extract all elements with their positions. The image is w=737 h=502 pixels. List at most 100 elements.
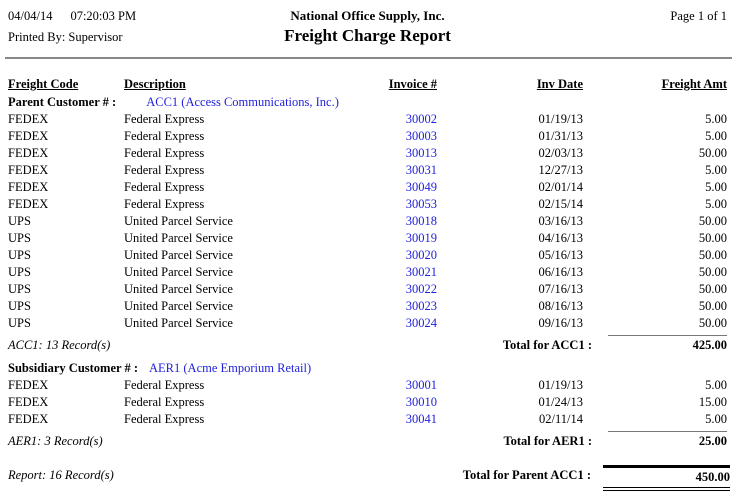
aer1-total-row: AER1: 3 Record(s) Total for AER1 : 25.00 [0, 431, 737, 449]
invoice-link[interactable]: 30031 [405, 163, 437, 177]
table-row: FEDEX Federal Express 30053 02/15/14 5.0… [0, 196, 737, 213]
report-total-label: Total for Parent ACC1 : [462, 468, 591, 482]
aer1-record-count: AER1: 3 Record(s) [8, 434, 103, 448]
parent-customer-label: Parent Customer # : [8, 95, 117, 109]
freight-amt-cell: 50.00 [698, 316, 727, 330]
subsidiary-customer-link[interactable]: AER1 (Acme Emporium Retail) [149, 361, 312, 375]
freight-amt-cell: 50.00 [698, 214, 727, 228]
freight-code-cell: FEDEX [8, 378, 49, 392]
freight-amt-cell: 5.00 [705, 129, 727, 143]
freight-amt-cell: 50.00 [698, 146, 727, 160]
print-time: 07:20:03 PM [70, 9, 137, 23]
parent-customer-rows: FEDEX Federal Express 30002 01/19/13 5.0… [0, 111, 737, 332]
parent-customer-link[interactable]: ACC1 (Access Communications, Inc.) [146, 95, 339, 109]
freight-amt-cell: 50.00 [698, 248, 727, 262]
report-total-row: Report: 16 Record(s) Total for Parent AC… [0, 465, 737, 491]
invoice-link[interactable]: 30021 [405, 265, 437, 279]
invoice-link[interactable]: 30023 [405, 299, 437, 313]
aer1-total-amount: 25.00 [608, 431, 727, 449]
description-cell: Federal Express [124, 112, 205, 126]
subsidiary-customer-row: Subsidiary Customer # : AER1 (Acme Empor… [0, 359, 737, 377]
freight-amt-cell: 5.00 [705, 197, 727, 211]
freight-code-cell: FEDEX [8, 129, 49, 143]
freight-code-cell: FEDEX [8, 412, 49, 426]
column-header-freight-amt: Freight Amt [661, 77, 727, 91]
table-row: UPS United Parcel Service 30020 05/16/13… [0, 247, 737, 264]
description-cell: Federal Express [124, 412, 205, 426]
acc1-total-label: Total for ACC1 : [502, 338, 592, 352]
invoice-link[interactable]: 30049 [405, 180, 437, 194]
freight-amt-cell: 5.00 [705, 378, 727, 392]
invoice-link[interactable]: 30053 [405, 197, 437, 211]
invoice-link[interactable]: 30001 [405, 378, 437, 392]
freight-code-cell: FEDEX [8, 112, 49, 126]
invoice-link[interactable]: 30002 [405, 112, 437, 126]
aer1-total-label: Total for AER1 : [503, 434, 592, 448]
invoice-link[interactable]: 30022 [405, 282, 437, 296]
inv-date-cell: 01/19/13 [538, 378, 583, 392]
freight-amt-cell: 5.00 [705, 112, 727, 126]
inv-date-cell: 01/31/13 [538, 129, 583, 143]
description-cell: United Parcel Service [124, 299, 233, 313]
description-cell: United Parcel Service [124, 214, 233, 228]
invoice-link[interactable]: 30019 [405, 231, 437, 245]
page-header-line1: 04/04/14 07:20:03 PM National Office Sup… [0, 8, 737, 26]
table-row: UPS United Parcel Service 30019 04/16/13… [0, 230, 737, 247]
freight-amt-cell: 15.00 [698, 395, 727, 409]
freight-code-cell: UPS [8, 265, 31, 279]
description-cell: Federal Express [124, 180, 205, 194]
description-cell: United Parcel Service [124, 282, 233, 296]
freight-amt-cell: 50.00 [698, 282, 727, 296]
invoice-link[interactable]: 30020 [405, 248, 437, 262]
table-row: FEDEX Federal Express 30013 02/03/13 50.… [0, 145, 737, 162]
invoice-link[interactable]: 30010 [405, 395, 437, 409]
freight-code-cell: UPS [8, 248, 31, 262]
table-row: FEDEX Federal Express 30031 12/27/13 5.0… [0, 162, 737, 179]
acc1-total-row: ACC1: 13 Record(s) Total for ACC1 : 425.… [0, 335, 737, 353]
freight-code-cell: UPS [8, 282, 31, 296]
printed-by: Printed By: Supervisor [8, 30, 123, 44]
freight-amt-cell: 50.00 [698, 231, 727, 245]
invoice-link[interactable]: 30013 [405, 146, 437, 160]
report-title: Freight Charge Report [284, 26, 451, 45]
description-cell: Federal Express [124, 163, 205, 177]
report-record-count: Report: 16 Record(s) [8, 468, 114, 482]
invoice-link[interactable]: 30018 [405, 214, 437, 228]
column-header-invoice: Invoice # [388, 77, 437, 91]
report-total-amount-box: 450.00 [603, 465, 730, 491]
acc1-total-amount: 425.00 [608, 335, 727, 353]
subsidiary-customer-label: Subsidiary Customer # : [8, 361, 138, 375]
freight-code-cell: FEDEX [8, 395, 49, 409]
inv-date-cell: 02/15/14 [538, 197, 583, 211]
inv-date-cell: 07/16/13 [538, 282, 583, 296]
description-cell: Federal Express [124, 197, 205, 211]
description-cell: United Parcel Service [124, 231, 233, 245]
freight-amt-cell: 50.00 [698, 299, 727, 313]
invoice-link[interactable]: 30024 [405, 316, 437, 330]
freight-amt-cell: 50.00 [698, 265, 727, 279]
table-row: UPS United Parcel Service 30021 06/16/13… [0, 264, 737, 281]
header-date-time: 04/04/14 07:20:03 PM [8, 9, 290, 24]
inv-date-cell: 03/16/13 [538, 214, 583, 228]
table-row: UPS United Parcel Service 30024 09/16/13… [0, 315, 737, 332]
inv-date-cell: 04/16/13 [538, 231, 583, 245]
freight-code-cell: UPS [8, 231, 31, 245]
inv-date-cell: 01/19/13 [538, 112, 583, 126]
inv-date-cell: 02/11/14 [539, 412, 583, 426]
table-row: UPS United Parcel Service 30023 08/16/13… [0, 298, 737, 315]
freight-code-cell: UPS [8, 214, 31, 228]
inv-date-cell: 02/01/14 [538, 180, 583, 194]
table-row: FEDEX Federal Express 30003 01/31/13 5.0… [0, 128, 737, 145]
inv-date-cell: 09/16/13 [538, 316, 583, 330]
inv-date-cell: 12/27/13 [538, 163, 583, 177]
description-cell: United Parcel Service [124, 265, 233, 279]
page-header-line2: Printed By: Supervisor Freight Charge Re… [0, 26, 737, 50]
inv-date-cell: 06/16/13 [538, 265, 583, 279]
column-header-freight-code: Freight Code [8, 77, 79, 91]
column-header-description: Description [124, 77, 186, 91]
description-cell: United Parcel Service [124, 316, 233, 330]
invoice-link[interactable]: 30003 [405, 129, 437, 143]
header-separator-rule [5, 57, 732, 59]
invoice-link[interactable]: 30041 [405, 412, 437, 426]
